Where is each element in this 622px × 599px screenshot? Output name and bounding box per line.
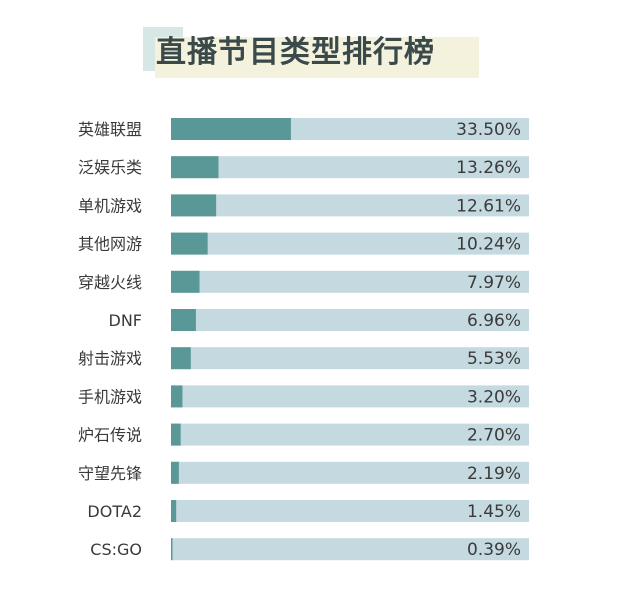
bar-track [171, 232, 529, 255]
value-label: 10.24% [456, 235, 521, 255]
bar-track [171, 347, 529, 370]
bar-track [171, 309, 529, 331]
category-label: 泛娱乐类 [78, 158, 142, 177]
category-label: DOTA2 [87, 502, 142, 521]
chart-title: 直播节目类型排行榜 [156, 35, 435, 70]
value-label: 6.96% [467, 311, 521, 331]
bar [171, 118, 291, 140]
bar [171, 270, 200, 293]
bar-track [171, 156, 529, 179]
value-label: 2.70% [467, 426, 521, 446]
category-label: DNF [109, 311, 143, 330]
category-label: 其他网游 [78, 235, 142, 254]
value-label: 5.53% [467, 349, 521, 369]
bar [171, 347, 191, 370]
bar [171, 232, 208, 255]
category-label: 手机游戏 [78, 387, 142, 406]
category-label: 射击游戏 [78, 349, 142, 368]
bar-track [171, 461, 529, 484]
bar [171, 500, 177, 522]
category-label: 单机游戏 [78, 196, 142, 215]
value-label: 3.20% [467, 387, 521, 407]
category-label: CS:GO [90, 540, 142, 559]
value-label: 0.39% [467, 540, 521, 560]
bar [171, 461, 179, 484]
title-background [155, 37, 479, 78]
category-label: 英雄联盟 [78, 120, 142, 139]
bar [171, 385, 183, 408]
bar [171, 309, 196, 331]
title-banner: 直播节目类型排行榜 [143, 27, 479, 78]
bar-track [171, 538, 529, 561]
bar-track [171, 385, 529, 408]
bar-track [171, 423, 529, 446]
bar [171, 538, 173, 561]
category-label: 穿越火线 [78, 273, 142, 292]
value-label: 13.26% [456, 158, 521, 178]
value-label: 33.50% [456, 120, 521, 140]
value-label: 7.97% [467, 273, 521, 293]
category-label: 守望先锋 [78, 464, 142, 483]
bar-track [171, 500, 529, 522]
bar-track [171, 270, 529, 293]
bar-track [171, 194, 529, 217]
category-label: 炉石传说 [78, 426, 142, 445]
value-label: 1.45% [467, 502, 521, 522]
value-label: 2.19% [467, 464, 521, 484]
bar [171, 156, 219, 179]
bar [171, 423, 181, 446]
bar [171, 194, 217, 217]
value-label: 12.61% [456, 196, 521, 216]
